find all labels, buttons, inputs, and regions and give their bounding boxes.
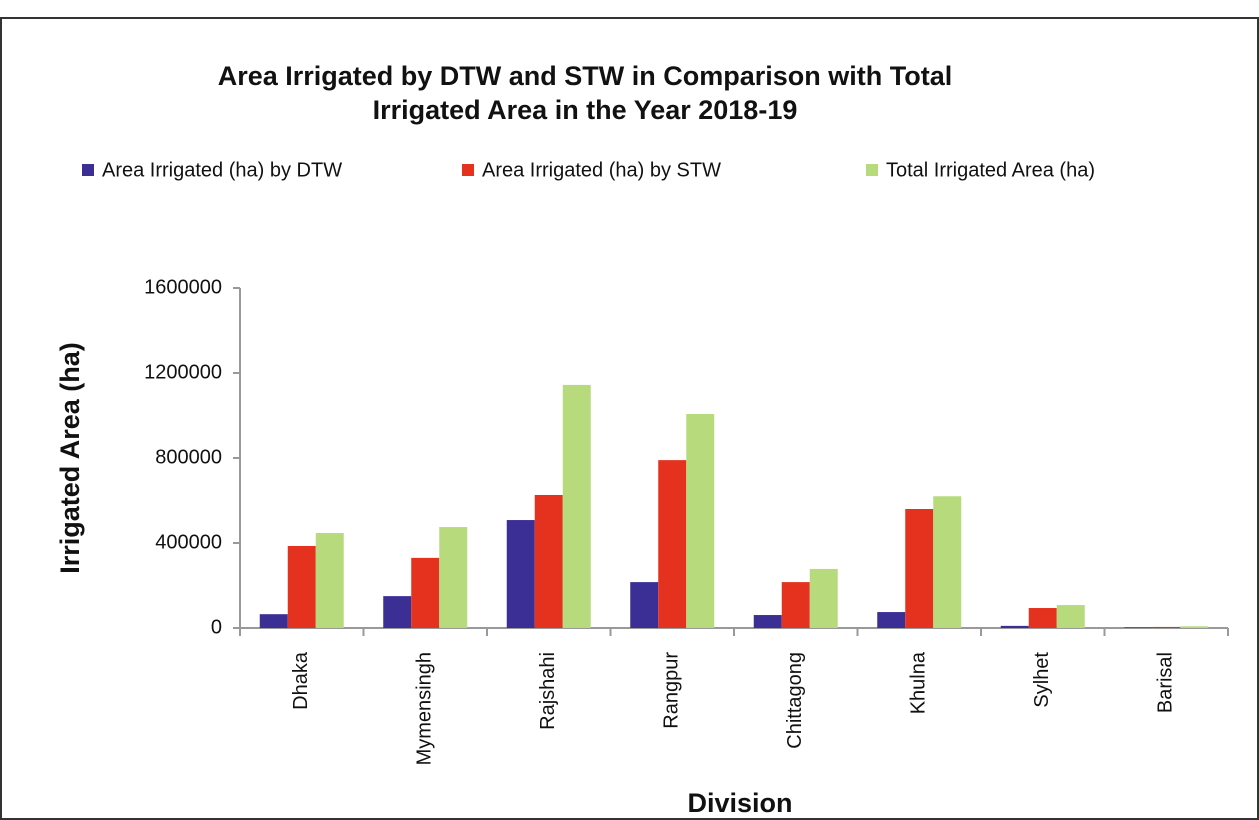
bar — [933, 496, 962, 628]
bar — [1000, 625, 1029, 628]
x-tick-label: Rangpur — [661, 652, 683, 729]
x-tick-label: Dhaka — [290, 651, 312, 710]
bar — [877, 612, 906, 628]
bar — [753, 615, 782, 628]
legend-label: Area Irrigated (ha) by DTW — [102, 159, 342, 181]
x-tick-label: Sylhet — [1031, 652, 1053, 708]
legend-label: Total Irrigated Area (ha) — [886, 159, 1095, 181]
x-tick-label: Mymensingh — [414, 652, 436, 765]
x-tick-label: Barisal — [1155, 652, 1177, 713]
x-tick-label: Chittagong — [784, 652, 806, 749]
bar — [315, 533, 344, 628]
x-tick-label: Rajshahi — [537, 652, 559, 730]
bar — [506, 520, 535, 628]
bar — [781, 582, 810, 628]
bar — [562, 384, 591, 628]
bar — [1152, 626, 1181, 628]
bar — [1180, 626, 1209, 628]
bar — [1028, 608, 1057, 628]
bar — [287, 545, 316, 628]
chart-subtitle: Irrigated Area in the Year 2018-19 — [373, 95, 798, 125]
y-tick-label: 800000 — [155, 446, 222, 468]
y-axis-title: Irrigated Area (ha) — [55, 342, 85, 574]
y-tick-label: 1200000 — [144, 361, 222, 383]
bar — [439, 527, 468, 628]
legend-swatch — [82, 164, 94, 176]
bar — [383, 596, 412, 628]
x-tick-label: Khulna — [908, 651, 930, 714]
bar — [1124, 627, 1153, 628]
bar — [905, 509, 934, 628]
bar — [1056, 605, 1085, 628]
bar — [809, 568, 838, 628]
legend-swatch — [462, 164, 474, 176]
legend-label: Area Irrigated (ha) by STW — [482, 159, 721, 181]
x-axis-title: Division — [687, 788, 792, 818]
bar — [658, 460, 687, 628]
y-tick-label: 0 — [211, 616, 222, 638]
bar — [411, 557, 440, 628]
legend-swatch — [866, 164, 878, 176]
chart-title: Area Irrigated by DTW and STW in Compari… — [218, 61, 953, 91]
y-tick-label: 1600000 — [144, 276, 222, 298]
y-tick-label: 400000 — [155, 531, 222, 553]
bar — [686, 414, 715, 628]
frame — [0, 17, 1259, 820]
bar — [534, 494, 563, 628]
bar — [630, 582, 659, 628]
bar — [259, 614, 288, 628]
